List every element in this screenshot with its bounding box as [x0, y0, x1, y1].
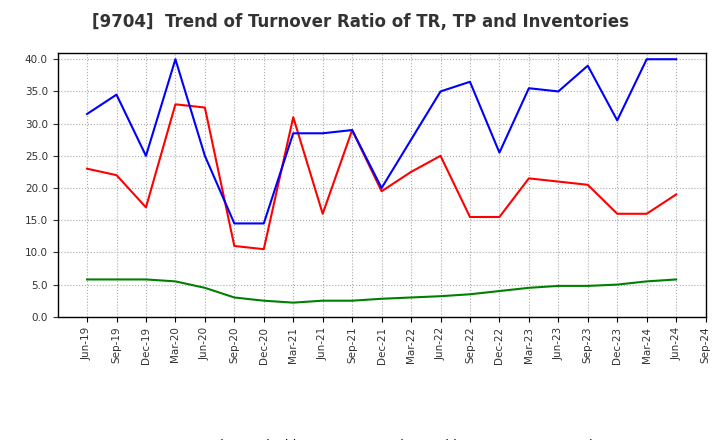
Trade Payables — [495, 150, 504, 155]
Trade Payables — [171, 57, 180, 62]
Trade Payables — [377, 185, 386, 191]
Legend: Trade Receivables, Trade Payables, Inventories: Trade Receivables, Trade Payables, Inven… — [151, 434, 612, 440]
Trade Payables — [348, 128, 356, 133]
Inventories — [583, 283, 592, 289]
Trade Payables — [466, 79, 474, 84]
Trade Receivables — [436, 153, 445, 158]
Inventories — [466, 292, 474, 297]
Inventories — [112, 277, 121, 282]
Inventories — [142, 277, 150, 282]
Trade Payables — [672, 57, 680, 62]
Trade Receivables — [83, 166, 91, 171]
Line: Trade Receivables: Trade Receivables — [87, 104, 676, 249]
Inventories — [495, 288, 504, 293]
Inventories — [171, 279, 180, 284]
Inventories — [554, 283, 562, 289]
Inventories — [525, 285, 534, 290]
Trade Payables — [525, 85, 534, 91]
Trade Receivables — [142, 205, 150, 210]
Trade Payables — [259, 221, 268, 226]
Trade Receivables — [348, 128, 356, 133]
Inventories — [407, 295, 415, 300]
Inventories — [672, 277, 680, 282]
Trade Receivables — [201, 105, 210, 110]
Inventories — [289, 300, 297, 305]
Trade Payables — [407, 137, 415, 143]
Trade Payables — [201, 153, 210, 158]
Inventories — [348, 298, 356, 303]
Trade Payables — [230, 221, 238, 226]
Trade Receivables — [171, 102, 180, 107]
Trade Payables — [554, 89, 562, 94]
Inventories — [642, 279, 651, 284]
Line: Inventories: Inventories — [87, 279, 676, 303]
Trade Receivables — [318, 211, 327, 216]
Trade Receivables — [672, 192, 680, 197]
Trade Payables — [436, 89, 445, 94]
Trade Receivables — [466, 214, 474, 220]
Trade Receivables — [259, 246, 268, 252]
Inventories — [83, 277, 91, 282]
Trade Receivables — [583, 182, 592, 187]
Trade Payables — [83, 111, 91, 117]
Inventories — [230, 295, 238, 300]
Trade Payables — [613, 118, 621, 123]
Trade Receivables — [230, 243, 238, 249]
Trade Payables — [318, 131, 327, 136]
Text: [9704]  Trend of Turnover Ratio of TR, TP and Inventories: [9704] Trend of Turnover Ratio of TR, TP… — [91, 13, 629, 31]
Inventories — [377, 296, 386, 301]
Trade Payables — [289, 131, 297, 136]
Trade Receivables — [377, 189, 386, 194]
Trade Payables — [583, 63, 592, 68]
Inventories — [201, 285, 210, 290]
Trade Receivables — [289, 114, 297, 120]
Inventories — [318, 298, 327, 303]
Trade Receivables — [525, 176, 534, 181]
Trade Receivables — [112, 172, 121, 178]
Trade Payables — [642, 57, 651, 62]
Trade Receivables — [407, 169, 415, 175]
Line: Trade Payables: Trade Payables — [87, 59, 676, 224]
Inventories — [259, 298, 268, 303]
Trade Payables — [142, 153, 150, 158]
Inventories — [436, 293, 445, 299]
Trade Receivables — [613, 211, 621, 216]
Trade Payables — [112, 92, 121, 97]
Inventories — [613, 282, 621, 287]
Trade Receivables — [642, 211, 651, 216]
Trade Receivables — [495, 214, 504, 220]
Trade Receivables — [554, 179, 562, 184]
